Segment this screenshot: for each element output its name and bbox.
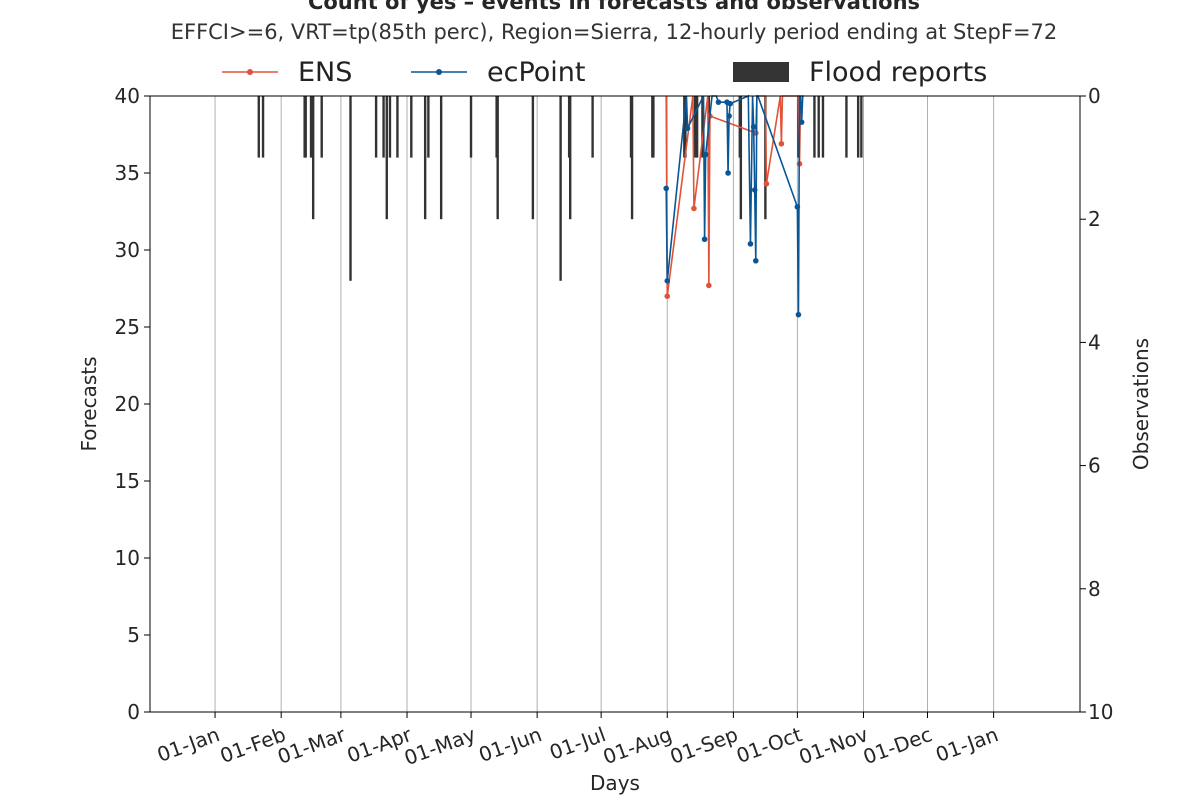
flood-report-bar — [813, 96, 816, 158]
y-left-tick-label: 10 — [115, 546, 140, 570]
y-right-tick-label: 10 — [1088, 700, 1113, 724]
y-left-tick-label: 15 — [115, 469, 140, 493]
ecpoint-data-point — [663, 185, 669, 192]
flood-report-bar — [817, 96, 820, 158]
x-tick-label: 01-Jun — [476, 722, 545, 767]
ecpoint-data-point — [727, 100, 733, 107]
ecpoint-data-point — [664, 278, 671, 284]
flood-report-bar — [349, 96, 352, 281]
ecpoint-data-point — [798, 119, 805, 125]
y-right-axis-label: Observations — [1129, 338, 1153, 470]
ecpoint-data-point — [795, 311, 802, 318]
x-tick-label: 01-Jan — [154, 722, 223, 767]
y-right-tick-label: 4 — [1088, 330, 1101, 354]
legend-marker-ens — [222, 69, 278, 75]
ecpoint-data-point — [702, 151, 709, 158]
ens-data-point — [664, 293, 671, 300]
x-tick-label: 01-May — [401, 722, 479, 770]
flood-report-bar — [427, 96, 430, 158]
ecpoint-data-point — [794, 204, 801, 210]
y-left-tick-label: 35 — [115, 161, 140, 185]
flood-report-bar — [257, 96, 260, 158]
y-right-tick-label: 8 — [1088, 577, 1101, 601]
legend-label-flood-reports: Flood reports — [809, 56, 988, 88]
y-left-axis-label: Forecasts — [77, 356, 101, 451]
legend-item-flood-reports: Flood reports — [733, 54, 987, 90]
flood-report-bar — [374, 96, 378, 158]
flood-report-bar — [304, 96, 307, 158]
y-left-tick-label: 30 — [115, 238, 140, 262]
flood-report-bar — [531, 96, 535, 220]
flood-report-bar — [860, 96, 863, 158]
flood-report-bar — [311, 96, 315, 220]
flood-report-bar — [559, 96, 562, 281]
y-left-tick-label: 5 — [127, 623, 140, 647]
ecpoint-data-point — [751, 187, 758, 193]
y-right-tick-label: 6 — [1088, 454, 1101, 478]
y-left-tick-label: 40 — [115, 84, 140, 108]
ens-data-point — [778, 140, 785, 147]
ecpoint-data-point — [725, 170, 731, 176]
ecpoint-data-point — [701, 236, 708, 243]
x-tick-label: 01-Apr — [344, 722, 416, 768]
x-tick-label: 01-Aug — [600, 722, 675, 769]
y-left-tick-label: 25 — [115, 315, 140, 339]
flood-report-bar — [439, 96, 443, 220]
x-tick-label: 01-Jan — [932, 722, 1001, 767]
legend-marker-flood-reports — [733, 62, 789, 82]
ecpoint-data-point — [715, 99, 722, 105]
flood-report-bar — [320, 96, 323, 158]
flood-report-bar — [569, 96, 572, 220]
x-tick-label: 01-Oct — [733, 722, 805, 768]
x-tick-label: 01-Dec — [860, 722, 935, 769]
ecpoint-data-point — [750, 124, 757, 130]
flood-report-bar — [410, 96, 413, 158]
flood-report-bar — [309, 96, 313, 158]
flood-report-bar — [845, 96, 848, 158]
ecpoint-data-point — [747, 241, 754, 247]
y-left-tick-label: 0 — [127, 700, 140, 724]
chart-title: Count of yes – events in forecasts and o… — [307, 0, 921, 14]
flood-report-bar — [630, 96, 634, 220]
flood-report-bar — [261, 96, 265, 158]
flood-report-bar — [591, 96, 594, 158]
ens-data-point — [691, 205, 697, 212]
x-axis-label: Days — [590, 771, 640, 795]
x-tick-label: 01-Jul — [546, 722, 609, 764]
flood-report-bar — [423, 96, 427, 220]
ecpoint-data-point — [752, 257, 759, 264]
ens-data-point — [763, 180, 770, 187]
flood-report-bar — [396, 96, 399, 158]
chart-subtitle: EFFCI>=6, VRT=tp(85th perc), Region=Sier… — [170, 20, 1058, 44]
legend-item-ecpoint: ecPoint — [411, 54, 586, 90]
legend-label-ens: ENS — [298, 56, 353, 88]
flood-report-bar — [388, 96, 392, 158]
x-tick-label: 01-Mar — [274, 722, 349, 769]
flood-report-bar — [496, 96, 499, 220]
ens-data-point — [706, 282, 712, 289]
flood-report-bar — [652, 96, 655, 158]
x-tick-label: 01-Sep — [667, 722, 741, 769]
flood-report-bar — [821, 96, 825, 158]
flood-report-bar — [856, 96, 860, 158]
y-left-tick-label: 20 — [115, 392, 140, 416]
legend-label-ecpoint: ecPoint — [487, 56, 586, 88]
y-right-tick-label: 0 — [1088, 84, 1101, 108]
legend-item-ens: ENS — [222, 54, 352, 90]
legend-marker-ecpoint — [411, 69, 467, 75]
flood-report-bar — [693, 96, 697, 158]
ecpoint-data-point — [684, 125, 691, 132]
flood-report-bar — [382, 96, 385, 158]
flood-report-bar — [701, 96, 704, 158]
flood-report-bar — [695, 96, 699, 158]
flood-report-bar — [469, 96, 473, 158]
flood-report-bar — [385, 96, 388, 220]
ecpoint-data-point — [726, 113, 732, 119]
y-right-tick-label: 2 — [1088, 207, 1101, 231]
flood-report-bar — [739, 96, 743, 220]
